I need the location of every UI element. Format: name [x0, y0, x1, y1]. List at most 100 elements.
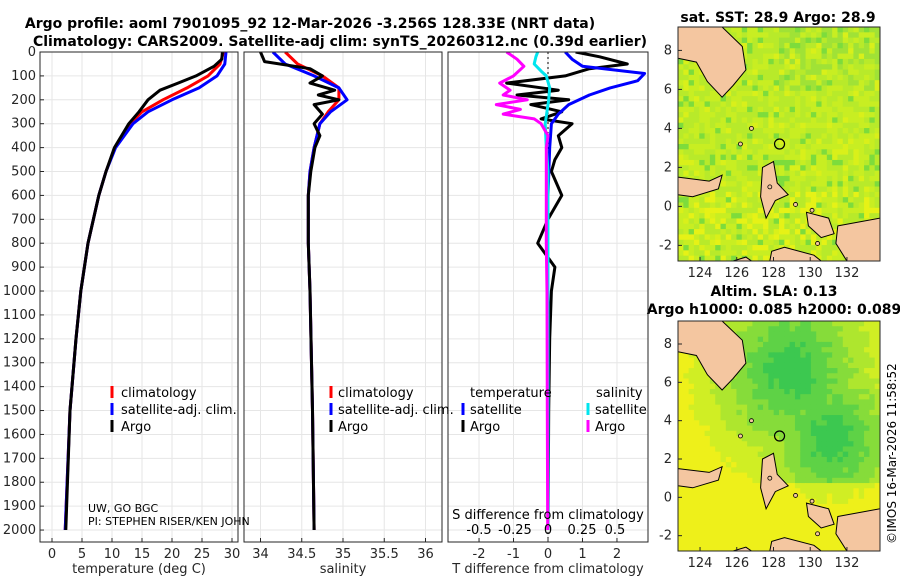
map-cell: [864, 42, 870, 49]
map-cell: [800, 106, 807, 113]
map-cell: [773, 462, 780, 468]
island: [815, 531, 820, 537]
map-cell: [848, 42, 854, 49]
map-cell: [683, 101, 690, 108]
map-cell: [747, 394, 753, 400]
map-cell: [784, 80, 791, 86]
map-cell: [715, 524, 722, 531]
map-cell: [768, 218, 775, 225]
map-cell: [757, 175, 764, 182]
map-cell: [731, 149, 737, 156]
map-cell: [837, 326, 844, 332]
map-cell: [763, 138, 769, 145]
map-cell: [741, 488, 748, 494]
map-cell: [773, 347, 780, 353]
map-cell: [747, 519, 753, 526]
map-cell: [821, 117, 828, 124]
map-cell: [725, 144, 732, 150]
map-cell: [810, 467, 817, 474]
map-cell: [869, 373, 876, 379]
map-cell: [832, 509, 838, 515]
map-cell: [858, 154, 865, 161]
map-cell: [789, 420, 796, 427]
map-cell: [816, 64, 823, 71]
map-cell: [800, 362, 807, 369]
legend3-salinity-title: salinity: [596, 386, 643, 401]
map-cell: [816, 85, 823, 92]
map-cell: [757, 467, 764, 474]
map-cell: [826, 545, 833, 551]
series-line-argo: [64, 52, 224, 531]
map-cell: [779, 197, 785, 203]
map-cell: [747, 498, 753, 505]
map-cell: [699, 170, 706, 177]
map-cell: [747, 430, 753, 437]
map-cell: [864, 202, 870, 209]
map-cell: [874, 181, 880, 188]
map-cell: [699, 509, 706, 515]
map-cell: [779, 96, 785, 102]
map-cell: [800, 472, 807, 479]
map-cell: [794, 368, 801, 374]
map-cell: [678, 425, 684, 432]
map-cell: [858, 441, 865, 447]
map-cell: [816, 336, 823, 343]
map-cell: [837, 483, 844, 489]
map-cell: [747, 404, 753, 411]
map-cell: [757, 535, 764, 542]
map-cell: [853, 144, 860, 150]
map-cell: [832, 223, 838, 230]
map-cell: [725, 229, 732, 235]
map-cell: [810, 425, 817, 432]
map-cell: [763, 218, 769, 225]
x-tick-label: 0: [48, 547, 56, 562]
map-cell: [773, 493, 780, 500]
map-cell: [741, 477, 748, 484]
map-cell: [779, 53, 785, 60]
map-cell: [794, 53, 801, 60]
map-cell: [810, 138, 817, 145]
map-cell: [821, 138, 828, 145]
map-cell: [715, 191, 722, 198]
map-cell: [725, 101, 732, 108]
map-cell: [736, 245, 743, 251]
map-cell: [725, 170, 732, 177]
map-cell: [832, 545, 838, 551]
map-cell: [794, 181, 801, 188]
map-cell: [688, 368, 695, 374]
y-tick-label: 1100: [3, 308, 36, 323]
map-cell: [789, 477, 796, 484]
map-cell: [688, 493, 695, 500]
map-cell: [704, 503, 711, 510]
map-cell: [800, 165, 807, 172]
map-cell: [773, 509, 780, 515]
map-cell: [805, 154, 812, 161]
map-cell: [688, 415, 695, 421]
map-cell: [853, 165, 860, 172]
y-tick-label: 1500: [3, 404, 36, 419]
map-cell: [688, 239, 695, 246]
map-cell: [789, 383, 796, 390]
map-cell: [725, 234, 732, 241]
map-cell: [853, 101, 860, 108]
map-cell: [794, 218, 801, 225]
map-cell: [757, 388, 764, 395]
map-cell: [720, 488, 727, 494]
map-cell: [853, 425, 860, 432]
map-cell: [794, 530, 801, 536]
x-tick-label: -2: [473, 547, 486, 562]
map-cell: [794, 488, 801, 494]
map-cell: [720, 415, 727, 421]
sla-map-title-1: Altim. SLA: 0.13: [710, 284, 837, 300]
map-cell: [688, 519, 695, 526]
map-cell: [720, 175, 727, 182]
map-cell: [864, 69, 870, 76]
map-cell: [763, 524, 769, 531]
map-cell: [752, 378, 759, 385]
map-cell: [736, 409, 743, 416]
map-cell: [720, 446, 727, 453]
map-cell: [853, 122, 860, 129]
map-cell: [725, 106, 732, 113]
map-cell: [709, 144, 716, 150]
map-cell: [869, 409, 876, 416]
